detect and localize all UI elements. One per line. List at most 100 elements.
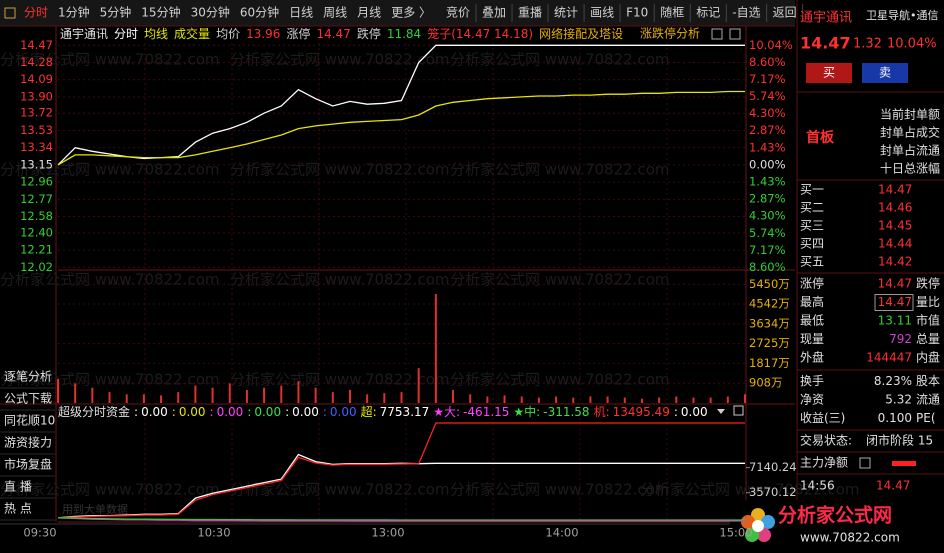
- x-tick-label: 14:00: [545, 526, 578, 540]
- y2-tick-label: 5.74%: [749, 226, 786, 240]
- toolbar-tab[interactable]: 更多 〉: [391, 6, 431, 20]
- watermark: 分析家公式网 www.70822.com: [230, 161, 450, 179]
- volume-bar: [692, 397, 695, 403]
- stat-value: 14.47: [878, 295, 912, 309]
- volume-bar: [297, 381, 300, 403]
- book-label: 买一: [800, 183, 824, 197]
- toolbar-button[interactable]: 返回: [773, 6, 797, 20]
- header-item: 11.84: [387, 27, 421, 41]
- sell-label: 卖: [879, 66, 891, 80]
- last-price: 14.47: [800, 34, 851, 53]
- y2-tick-label: 4.30%: [749, 209, 786, 223]
- side-menu-item[interactable]: 公式下载: [4, 392, 52, 406]
- status-value: 闭市阶段 15: [866, 433, 933, 448]
- toolbar-tab[interactable]: 分时: [24, 6, 48, 20]
- header-item: 通宇通讯: [60, 27, 108, 41]
- stat-label: PE(: [916, 411, 936, 425]
- watermark: 分析家公式网 www.70822.com: [0, 371, 220, 389]
- seal-item: 封单占成交: [880, 125, 940, 140]
- toolbar-tab[interactable]: 15分钟: [141, 5, 180, 20]
- fund-title: 超级分时资金: [58, 404, 130, 419]
- y-tick-label: 7140.24: [749, 460, 797, 474]
- toolbar-button[interactable]: 叠加: [482, 6, 506, 20]
- logo-url: www.70822.com: [800, 531, 900, 545]
- stat-label: 外盘: [800, 350, 824, 365]
- series-line: [57, 517, 745, 521]
- stat-label: 收益(三): [800, 411, 845, 425]
- watermark: 分析家公式网 www.70822.com: [450, 51, 670, 69]
- fund-label: 超:: [361, 404, 377, 419]
- side-menu-item[interactable]: 市场复盘: [4, 457, 52, 472]
- y-tick-label: 13.72: [20, 106, 53, 120]
- price-change: 1.32: [853, 37, 882, 52]
- y-tick-label: 12.58: [20, 209, 53, 223]
- series-line: [57, 422, 745, 519]
- fund-value: 0.00: [330, 405, 357, 419]
- watermark: 分析家公式网 www.70822.com: [640, 481, 860, 499]
- y-tick-label: 12.21: [20, 243, 53, 257]
- stat-label: 股本: [916, 374, 940, 388]
- volume-bar: [744, 394, 746, 403]
- icon: [711, 28, 723, 40]
- icon: [729, 28, 741, 40]
- toolbar-button[interactable]: 统计: [554, 6, 578, 20]
- fund-value: 7753.17: [380, 405, 430, 419]
- y-tick-label: 12.02: [20, 260, 53, 274]
- toolbar-tab[interactable]: 日线: [289, 6, 313, 20]
- toolbar-button[interactable]: 随框: [660, 5, 684, 20]
- stat-value: 13.11: [878, 314, 912, 328]
- series-line: [57, 90, 745, 166]
- toolbar-button[interactable]: -自选: [732, 6, 760, 20]
- volume-bar: [125, 394, 128, 403]
- volume-bar: [263, 387, 266, 403]
- sell-button[interactable]: [862, 63, 908, 83]
- watermark: 分析家公式网 www.70822.com: [450, 481, 670, 499]
- main-net-icon: [859, 457, 871, 469]
- price-pct: 10.04%: [887, 37, 937, 52]
- volume-bar: [280, 385, 283, 403]
- seal-item: 当前封单额: [880, 107, 940, 122]
- header-item: 均线: [144, 27, 168, 41]
- side-menu-item[interactable]: 直 播: [4, 480, 32, 494]
- toolbar-tab[interactable]: 月线: [357, 6, 381, 20]
- book-label: 买四: [800, 237, 824, 251]
- toolbar-button[interactable]: 重播: [518, 6, 542, 20]
- stat-value: 5.32: [885, 393, 912, 407]
- side-menu-item[interactable]: 热 点: [4, 502, 32, 516]
- volume-bar: [658, 397, 661, 403]
- header-item: 笼子(14.47 14.18): [427, 26, 533, 41]
- side-menu-item[interactable]: 同花顺10: [4, 413, 55, 428]
- toolbar-button[interactable]: F10: [626, 6, 648, 20]
- side-menu-item[interactable]: 逐笔分析: [4, 369, 52, 384]
- toolbar-tab[interactable]: 60分钟: [240, 5, 279, 20]
- toolbar-tab[interactable]: 1分钟: [58, 5, 90, 20]
- volume-bar: [469, 394, 472, 403]
- y2-tick-label: 2.87%: [749, 123, 786, 137]
- volume-bar: [348, 389, 351, 403]
- y-tick-label: 13.34: [20, 140, 53, 154]
- fund-label: :: [674, 405, 678, 419]
- toolbar-button[interactable]: 竞价: [446, 6, 470, 20]
- volume-bar: [194, 385, 197, 403]
- analysis-button[interactable]: 涨跌停分析: [640, 26, 700, 41]
- tick-price: 14.47: [876, 479, 910, 493]
- toolbar-button[interactable]: 画线: [590, 6, 614, 20]
- y2-tick-label: 2.87%: [749, 192, 786, 206]
- volume-bar: [520, 396, 523, 403]
- y2-tick-label: 4.30%: [749, 106, 786, 120]
- volume-bar: [366, 394, 369, 403]
- toolbar-tab[interactable]: 5分钟: [100, 5, 132, 20]
- y-tick-label: 14.47: [20, 38, 53, 52]
- volume-bar: [108, 392, 111, 403]
- header-item: 13.96: [246, 27, 280, 41]
- y-tick-label: 14.28: [20, 55, 53, 69]
- toolbar-tab[interactable]: 30分钟: [191, 5, 230, 20]
- buy-button[interactable]: [806, 63, 852, 83]
- side-menu-item[interactable]: 游资接力: [4, 435, 52, 450]
- toolbar-tab[interactable]: 周线: [323, 6, 347, 20]
- toolbar-button[interactable]: 标记: [696, 6, 720, 20]
- fund-label: :: [210, 405, 214, 419]
- volume-bar: [160, 395, 163, 403]
- y-tick-label: 13.90: [20, 89, 53, 103]
